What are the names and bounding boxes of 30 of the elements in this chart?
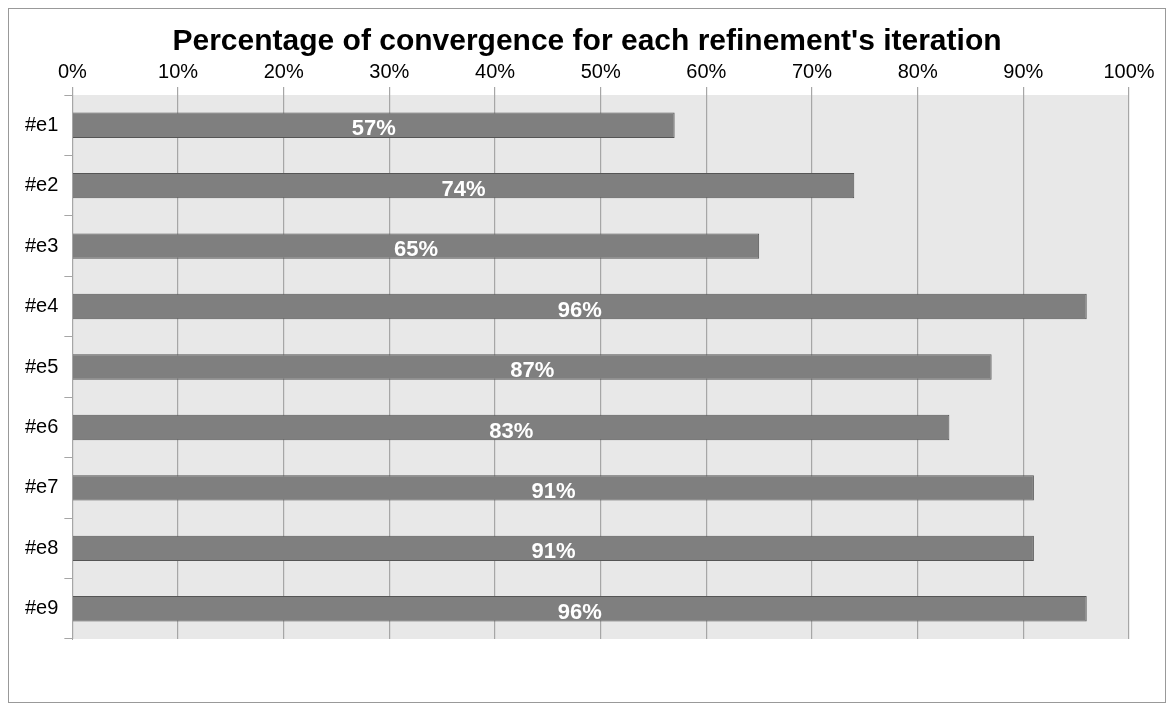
y-tick-label: #e6 (24, 414, 59, 437)
x-tick-label: 20% (263, 59, 304, 82)
y-tick-label: #e1 (24, 112, 59, 135)
y-tick-label: #e5 (24, 354, 59, 377)
data-label: 96% (557, 296, 602, 322)
x-tick-label: 30% (369, 59, 410, 82)
x-tick-label: 50% (580, 59, 621, 82)
data-label: 65% (394, 236, 439, 262)
y-tick-label: #e4 (24, 294, 59, 317)
y-tick-label: #e3 (24, 233, 59, 256)
y-tick-label: #e7 (24, 475, 59, 498)
chart-title: Percentage of convergence for each refinement's iteration (171, 23, 1003, 57)
data-label: 57% (351, 115, 396, 141)
y-tick-label: #e9 (24, 596, 59, 619)
data-label: 83% (489, 417, 534, 443)
y-tick-label: #e2 (24, 173, 59, 196)
data-label: 87% (510, 357, 555, 383)
x-tick-label: 100% (1103, 59, 1155, 82)
x-tick-label: 0% (57, 59, 88, 82)
x-tick-label: 80% (897, 59, 938, 82)
data-label: 91% (531, 477, 576, 503)
x-tick-label: 90% (1003, 59, 1044, 82)
y-tick-label: #e8 (24, 535, 59, 558)
x-tick-label: 60% (686, 59, 727, 82)
x-tick-label: 40% (475, 59, 516, 82)
data-label: 91% (531, 538, 576, 564)
x-tick-label: 70% (792, 59, 833, 82)
data-label: 96% (557, 598, 602, 624)
x-tick-label: 10% (158, 59, 199, 82)
data-label: 74% (441, 175, 486, 201)
